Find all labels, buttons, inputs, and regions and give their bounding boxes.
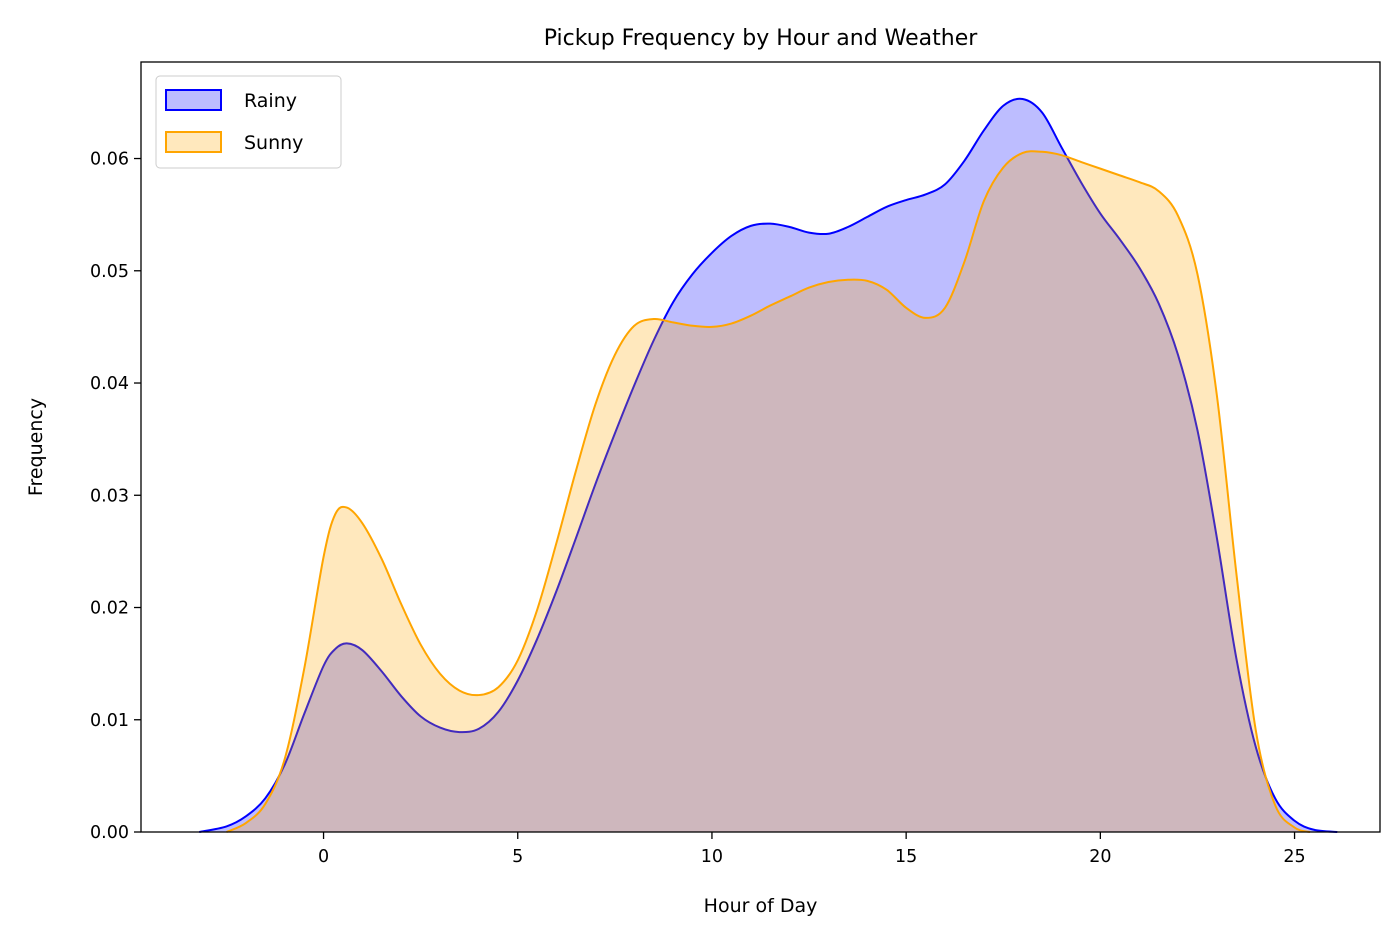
x-tick-label: 20: [1089, 847, 1111, 867]
density-fill-sunny: [226, 151, 1311, 833]
y-axis-label: Frequency: [25, 398, 47, 496]
y-tick-label: 0.06: [90, 150, 129, 170]
y-tick-label: 0.00: [90, 823, 129, 843]
x-tick-label: 15: [895, 847, 917, 867]
legend: Rainy Sunny: [155, 75, 342, 169]
legend-swatch-sunny: [165, 131, 222, 153]
density-fill-rainy: [199, 98, 1338, 833]
density-line-sunny: [226, 150, 1311, 833]
x-tick-label: 25: [1283, 847, 1305, 867]
density-line-rainy: [199, 97, 1338, 833]
x-tick-label: 5: [512, 847, 523, 867]
y-tick-label: 0.01: [90, 711, 129, 731]
y-tick-label: 0.04: [90, 374, 129, 394]
legend-box: [155, 75, 342, 169]
legend-label-sunny: Sunny: [244, 132, 303, 154]
series-layer: [199, 97, 1338, 833]
chart-title: Pickup Frequency by Hour and Weather: [544, 26, 979, 51]
y-tick-label: 0.05: [90, 262, 129, 282]
x-axis-label: Hour of Day: [704, 895, 818, 917]
legend-label-rainy: Rainy: [244, 90, 297, 112]
y-tick-label: 0.03: [90, 486, 129, 506]
x-tick-label: 0: [318, 847, 329, 867]
ticks-layer: 0 5 10 15 20 25 0.00 0.01 0.02 0.03 0.04 0.05 0.06: [90, 150, 1306, 867]
legend-swatch-rainy: [165, 89, 222, 111]
y-tick-label: 0.02: [90, 599, 129, 619]
plot-frame: [140, 61, 1381, 833]
x-tick-label: 10: [701, 847, 723, 867]
